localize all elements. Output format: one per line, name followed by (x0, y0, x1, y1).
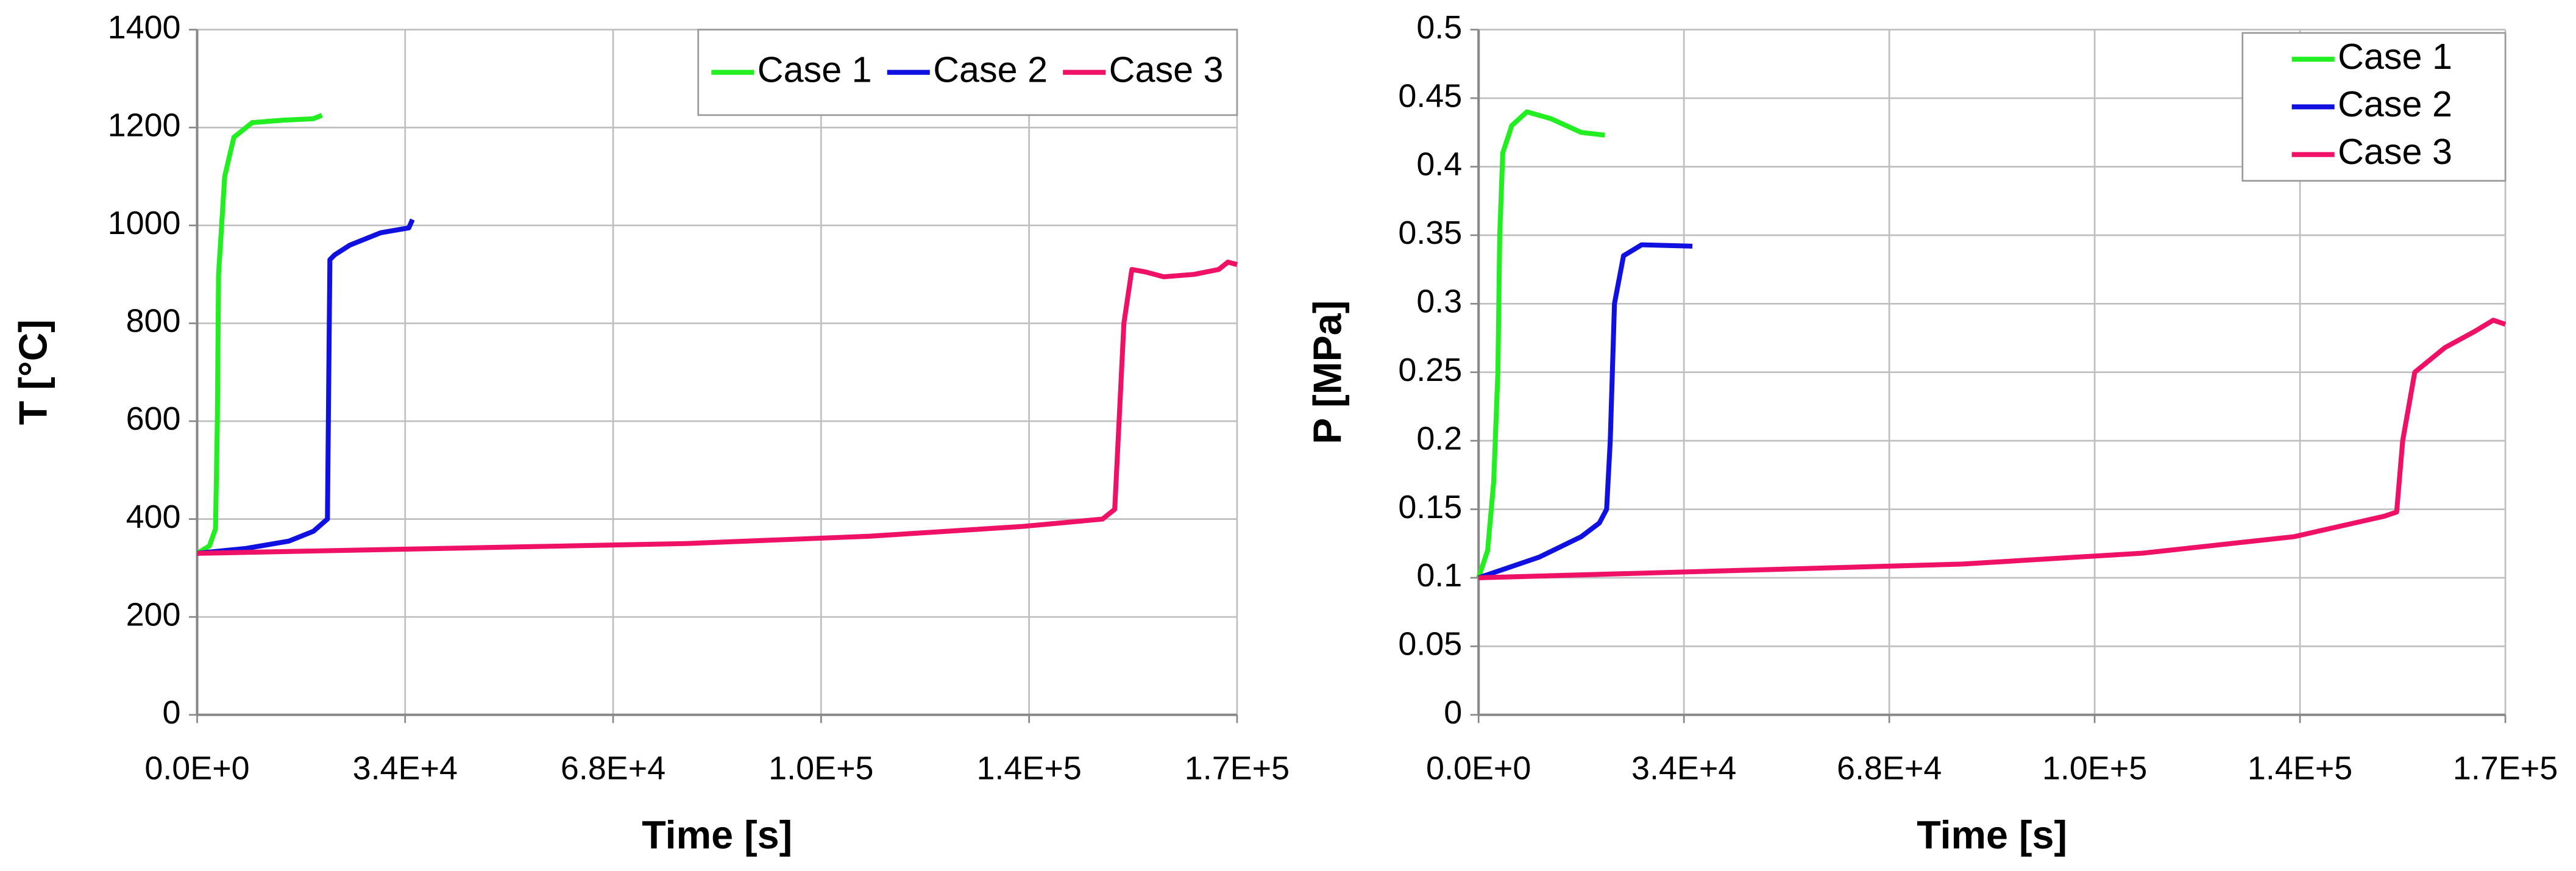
legend-label: Case 3 (1109, 49, 1224, 90)
series-line (1477, 242, 1693, 580)
series-line (1478, 318, 2507, 580)
y-tick-label: 0.4 (1416, 146, 1462, 183)
x-tick-label: 0.0E+0 (144, 750, 249, 787)
y-tick-label: 400 (126, 499, 181, 535)
y-tick-label: 0.25 (1398, 352, 1462, 388)
x-tick-label: 1.0E+5 (2042, 750, 2147, 787)
y-tick-label: 200 (126, 596, 181, 633)
y-tick-label: 0.1 (1416, 557, 1462, 594)
y-tick-label: 800 (126, 303, 181, 340)
y-tick-label: 0.2 (1416, 420, 1462, 457)
series-line (1476, 109, 1605, 579)
legend-label: Case 1 (2338, 36, 2452, 77)
x-axis-title: Time [s] (642, 812, 792, 857)
legend-label: Case 1 (758, 49, 872, 90)
legend-box (697, 29, 1238, 116)
x-tick-label: 1.4E+5 (2248, 750, 2352, 787)
series-line (197, 218, 415, 556)
y-axis-title: P [MPa] (1305, 300, 1350, 444)
legend-label: Case 2 (2338, 84, 2452, 124)
y-tick-label: 0.5 (1416, 9, 1462, 46)
x-tick-label: 6.8E+4 (1837, 750, 1942, 787)
y-tick-label: 600 (126, 400, 181, 437)
x-tick-label: 3.4E+4 (1631, 750, 1736, 787)
legend-label: Case 3 (2338, 131, 2452, 172)
series-line (196, 113, 323, 556)
y-tick-label: 0 (1444, 694, 1462, 731)
x-tick-label: 1.7E+5 (1185, 750, 1290, 787)
y-tick-label: 1000 (108, 205, 181, 241)
y-tick-label: 0.45 (1398, 77, 1462, 114)
y-tick-label: 0.05 (1398, 626, 1462, 663)
x-tick-label: 1.4E+5 (976, 750, 1081, 787)
legend-box (2241, 32, 2507, 182)
legend-label: Case 2 (933, 49, 1048, 90)
y-tick-label: 0.3 (1416, 283, 1462, 320)
x-tick-label: 1.0E+5 (768, 750, 873, 787)
x-tick-label: 1.7E+5 (2453, 750, 2558, 787)
y-tick-label: 0.35 (1398, 215, 1462, 251)
y-tick-label: 0.15 (1398, 489, 1462, 525)
series-line (197, 259, 1238, 556)
y-tick-label: 0 (163, 694, 181, 731)
x-tick-label: 3.4E+4 (353, 750, 458, 787)
x-tick-label: 0.0E+0 (1426, 750, 1531, 787)
y-tick-label: 1400 (108, 9, 181, 46)
x-axis-title: Time [s] (1917, 812, 2067, 857)
y-tick-label: 1200 (108, 107, 181, 143)
y-axis-title: T [°C] (10, 319, 55, 425)
x-tick-label: 6.8E+4 (561, 750, 665, 787)
